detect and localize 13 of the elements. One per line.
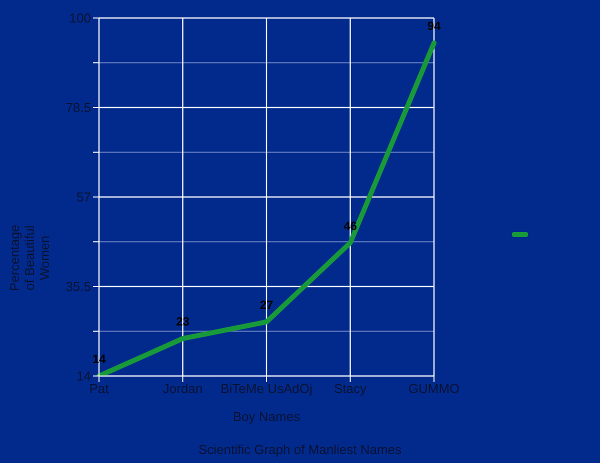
x-tick-label: Jordan [162, 381, 203, 396]
x-tick-label: Pat [89, 381, 110, 396]
x-tick-label: Stacy [334, 381, 368, 396]
x-tick-label: BiTeMe UsAdOj [220, 381, 312, 396]
y-tick-label: 57 [76, 190, 91, 205]
y-tick-label: 78.5 [66, 100, 91, 116]
x-axis-title: Boy Names [232, 409, 301, 424]
y-tick-label: 100 [69, 10, 91, 26]
text: Scientific Graph of Manliest Names [197, 442, 403, 457]
y-tick-label: 35.5 [66, 279, 91, 294]
y-axis-title: Percentage of Beautiful Women [7, 224, 52, 292]
x-tick-label: GUMMO [408, 381, 460, 396]
y-tick-label: 14 [76, 368, 91, 384]
